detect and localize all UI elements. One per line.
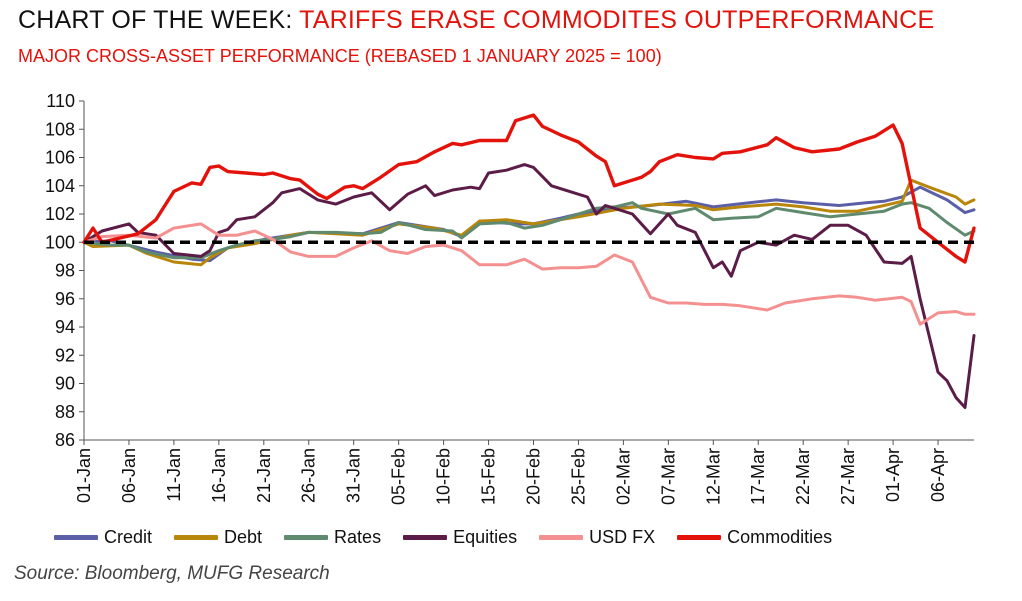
x-tick-label: 05-Feb xyxy=(389,448,409,505)
y-tick-label: 104 xyxy=(45,176,75,196)
legend-swatch xyxy=(54,534,98,540)
legend-item-credit: Credit xyxy=(54,527,152,548)
series-line-usd-fx xyxy=(82,222,976,326)
x-tick-label: 17-Mar xyxy=(748,448,768,505)
x-tick-label: 26-Jan xyxy=(299,448,319,503)
y-tick-label: 108 xyxy=(45,119,75,139)
y-tick-label: 90 xyxy=(55,374,75,394)
legend-swatch xyxy=(284,534,329,540)
x-tick-label: 10-Feb xyxy=(434,448,454,505)
legend-label: Equities xyxy=(453,526,518,547)
legend-item-commodities: Commodities xyxy=(677,527,832,548)
x-tick-label: 31-Jan xyxy=(344,448,364,503)
legend-item-debt: Debt xyxy=(174,527,262,548)
y-tick-label: 110 xyxy=(46,91,75,111)
x-tick-label: 16-Jan xyxy=(209,448,229,503)
source-note: Source: Bloomberg, MUFG Research xyxy=(14,563,330,584)
x-tick-label: 27-Mar xyxy=(838,448,858,505)
legend-item-rates: Rates xyxy=(284,527,381,548)
x-tick-label: 11-Jan xyxy=(164,448,184,502)
series-line-debt xyxy=(82,178,976,267)
y-tick-label: 98 xyxy=(55,261,75,281)
y-tick-label: 100 xyxy=(45,232,75,252)
legend-item-equities: Equities xyxy=(403,527,517,548)
y-tick-label: 96 xyxy=(55,289,75,309)
legend-swatch xyxy=(174,534,219,540)
x-tick-label: 06-Apr xyxy=(928,448,948,502)
x-tick-label: 25-Feb xyxy=(568,448,588,505)
series-line-commodities xyxy=(82,113,976,264)
x-tick-label: 02-Mar xyxy=(613,448,633,505)
series-line-rates xyxy=(82,201,976,260)
y-tick-label: 86 xyxy=(55,430,75,450)
y-tick-label: 94 xyxy=(55,317,75,337)
x-tick-label: 20-Feb xyxy=(523,448,543,505)
x-tick-label: 15-Feb xyxy=(479,448,499,505)
legend-swatch xyxy=(677,534,722,540)
x-tick-label: 22-Mar xyxy=(793,448,813,505)
y-tick-label: 88 xyxy=(55,402,75,422)
line-chart: 86 88 90 92 94 96 98 100 102 104 106 108 110 01-Jan 06… xyxy=(45,91,976,505)
legend-label: Commodities xyxy=(727,526,833,547)
chart-title: CHART OF THE WEEK: TARIFFS ERASE COMMODI… xyxy=(18,6,934,35)
chart-title-lead: CHART OF THE WEEK: xyxy=(18,6,300,34)
legend-label: USD FX xyxy=(589,526,656,547)
legend-item-usd-fx: USD FX xyxy=(539,527,655,548)
x-tick-label: 01-Apr xyxy=(883,448,903,502)
x-tick-label: 07-Mar xyxy=(658,448,678,505)
legend-label: Debt xyxy=(224,526,263,547)
chart-legend: Credit Debt Rates Equities USD FX Commodities xyxy=(54,524,854,550)
y-tick-label: 92 xyxy=(55,345,75,365)
x-tick-label: 12-Mar xyxy=(703,448,723,505)
x-tick-label: 01-Jan xyxy=(74,448,94,503)
legend-label: Credit xyxy=(104,526,153,547)
legend-swatch xyxy=(539,534,584,540)
x-tick-label: 06-Jan xyxy=(119,448,139,503)
chart-subtitle: MAJOR CROSS-ASSET PERFORMANCE (REBASED 1… xyxy=(18,46,662,66)
legend-label: Rates xyxy=(334,526,382,547)
chart-title-accent: TARIFFS ERASE COMMODITES OUTPERFORMANCE xyxy=(299,6,935,34)
x-tick-label: 21-Jan xyxy=(254,448,274,503)
y-tick-label: 102 xyxy=(45,204,75,224)
series-line-equities xyxy=(82,163,976,409)
legend-swatch xyxy=(403,534,448,540)
y-tick-label: 106 xyxy=(45,148,75,168)
